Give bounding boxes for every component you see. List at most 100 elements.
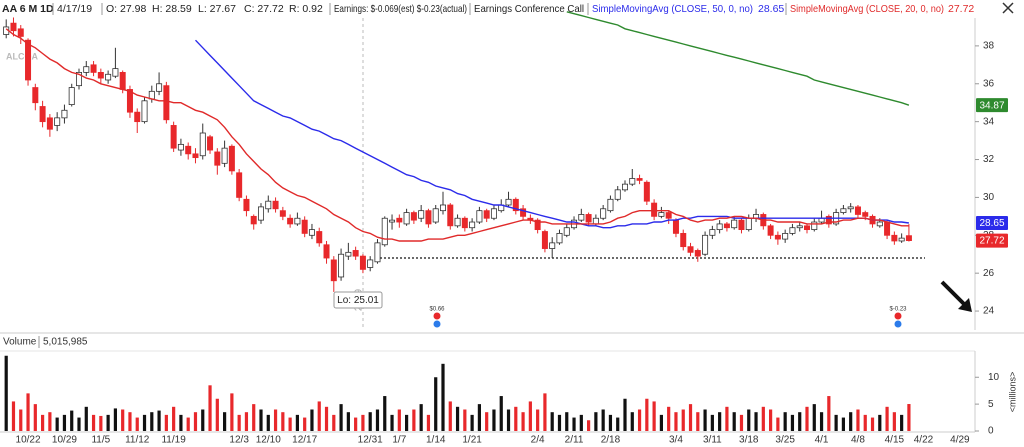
volume-bar — [4, 355, 8, 431]
volume-bar — [208, 385, 212, 431]
x-tick-label: 4/1 — [815, 435, 829, 446]
candle-body — [476, 210, 483, 223]
price-badge-label: 27.72 — [979, 236, 1004, 247]
sma20-value: 27.72 — [948, 3, 974, 15]
price-badge-label: 28.65 — [979, 218, 1004, 229]
volume-bar — [696, 412, 700, 431]
volume-bar — [885, 406, 889, 431]
earnings: Earnings: $-0.069(est) $-0.23(actual) — [334, 3, 467, 15]
y-tick-label: 30 — [983, 192, 995, 203]
candle-body — [243, 198, 250, 212]
volume-bar — [863, 414, 867, 431]
y-tick-label: 36 — [983, 78, 995, 89]
volume-bar — [667, 406, 671, 431]
volume-bar — [266, 414, 270, 431]
volume-bar — [637, 409, 642, 431]
volume-bar — [798, 412, 802, 431]
candle-body — [54, 117, 61, 126]
volume-bar — [652, 401, 656, 431]
volume-bar — [579, 414, 583, 431]
volume-bar — [434, 377, 438, 431]
volume-bar — [892, 412, 896, 431]
candle-body — [636, 178, 643, 181]
volume-bar — [91, 414, 96, 431]
candle-body — [257, 206, 264, 221]
volume-bar — [354, 417, 358, 431]
candle-body — [716, 223, 723, 231]
candle-body — [847, 206, 854, 210]
volume-bar — [492, 409, 496, 431]
settings-icon[interactable] — [1002, 2, 1014, 14]
candle-body — [651, 202, 658, 217]
volume-bar — [616, 417, 620, 431]
close: C: 27.72 — [244, 3, 284, 15]
candle-body — [854, 206, 861, 215]
candle-body — [10, 22, 17, 32]
dividend-icon[interactable] — [894, 320, 902, 328]
volume-bar — [252, 404, 256, 431]
volume-bar — [463, 409, 467, 431]
volume-bar — [237, 414, 241, 431]
volume-bar — [48, 412, 52, 431]
candle-body — [199, 132, 206, 157]
volume-bar — [113, 408, 117, 431]
volume-bar — [674, 412, 678, 431]
x-tick-label: 12/31 — [358, 435, 383, 446]
y-tick-label: 32 — [983, 154, 995, 165]
high: H: 28.59 — [152, 3, 192, 15]
candle-body — [862, 212, 869, 217]
volume-bar — [244, 412, 249, 431]
volume-bar — [528, 401, 532, 431]
low-label-box — [333, 291, 383, 309]
volume-bar — [521, 412, 525, 431]
volume-bar — [172, 406, 176, 431]
candle-body — [301, 219, 308, 234]
candle-body — [789, 227, 796, 234]
candle-body — [432, 208, 439, 223]
candle-body — [367, 259, 374, 268]
volume-bar — [594, 412, 598, 431]
candle-body — [840, 208, 847, 213]
volume-bar — [900, 414, 904, 431]
volume-bar — [324, 406, 329, 431]
x-tick-label: 2/4 — [531, 435, 545, 446]
volume-bar — [681, 409, 685, 431]
x-tick-label: 4/15 — [885, 435, 905, 446]
volume-bar — [688, 404, 693, 431]
volume-bar — [215, 398, 219, 431]
candle-body — [32, 87, 39, 104]
volume-bar — [543, 393, 547, 431]
volume-bar — [856, 409, 860, 431]
volume-bar — [739, 414, 744, 431]
candle-body — [512, 198, 519, 212]
candle-body — [294, 217, 301, 225]
volume-bar — [499, 396, 503, 431]
earnings-icon[interactable] — [433, 312, 441, 320]
candle-body — [134, 111, 141, 123]
volume-bar — [710, 414, 714, 431]
volume-value: 5,015,985 — [43, 337, 88, 348]
volume-bar — [19, 409, 23, 431]
earnings-icon[interactable] — [894, 312, 902, 320]
candle-body — [541, 231, 548, 249]
candle-body — [119, 72, 126, 90]
candle-body — [68, 87, 75, 105]
volume-tick-label: 10 — [988, 372, 1000, 383]
volume-bar — [121, 409, 125, 431]
volume-bar — [288, 417, 292, 431]
x-tick-label: 2/18 — [601, 435, 621, 446]
volume-bar — [223, 412, 227, 431]
candle-body — [177, 143, 184, 151]
volume-bar — [754, 412, 758, 431]
candle-body — [709, 229, 716, 236]
x-tick-label: 4/29 — [950, 435, 970, 446]
x-tick-label: 3/4 — [669, 435, 683, 446]
dividend-icon[interactable] — [433, 320, 441, 328]
candle-body — [308, 229, 315, 236]
volume-bar — [281, 412, 285, 431]
volume-bar — [783, 412, 787, 431]
volume-bar — [295, 414, 299, 431]
volume-bar — [186, 417, 190, 431]
candle-body — [811, 221, 818, 231]
x-tick-label: 10/29 — [52, 435, 77, 446]
